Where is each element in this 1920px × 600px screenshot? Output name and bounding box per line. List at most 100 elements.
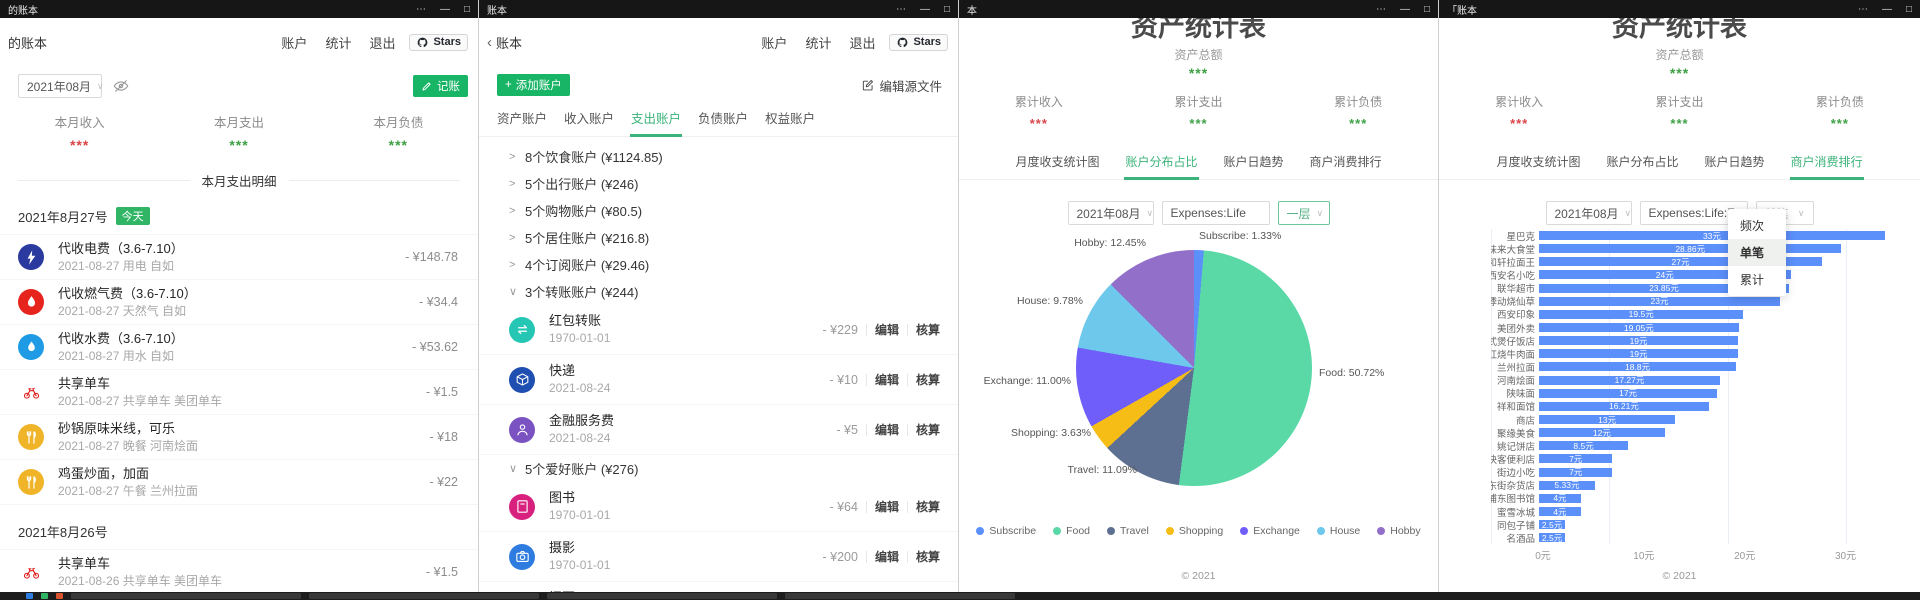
dropdown-menu-item[interactable]: 单笔 — [1728, 239, 1786, 266]
window-menu-icon[interactable]: ⋯ — [1375, 3, 1386, 15]
bar-row: 红烧牛肉面 19元 — [1491, 347, 1910, 361]
window-titlebar: 「账本 ⋯ — □ — [1439, 0, 1920, 18]
transaction-row[interactable]: 共享单车 2021-08-26 共享单车 美团单车 - ¥1.5 — [0, 550, 478, 592]
nav-item[interactable]: 统计 — [325, 35, 352, 51]
nav-item[interactable]: 退出 — [849, 35, 876, 51]
transaction-row[interactable]: 代收电费（3.6-7.10） 2021-08-27 用电 自如 - ¥148.7… — [0, 235, 478, 280]
account-tab[interactable]: 支出账户 — [630, 108, 683, 137]
dropdown-menu-item[interactable]: 频次 — [1740, 219, 1765, 233]
transaction-row[interactable]: 代收水费（3.6-7.10） 2021-08-27 用水 自如 - ¥53.62 — [0, 325, 478, 370]
window-minimize-icon[interactable]: — — [1881, 3, 1892, 15]
edit-source-button[interactable]: 编辑源文件 — [861, 76, 942, 95]
account-group-row[interactable]: > 8个饮食账户 (¥1124.85) — [479, 143, 958, 170]
account-group-row[interactable]: > 4个订阅账户 (¥29.46) — [479, 251, 958, 278]
taskbar-window-button[interactable] — [547, 593, 777, 599]
dropdown-menu-item[interactable]: 累计 — [1740, 273, 1765, 287]
edit-account-link[interactable]: 编辑 — [874, 323, 899, 337]
hide-amounts-toggle[interactable] — [112, 77, 130, 95]
stats-tab[interactable]: 账户分布占比 — [1124, 153, 1199, 180]
legend-item[interactable]: Exchange — [1240, 525, 1300, 537]
account-row: 门票 1970-01-01 编辑 核算 — [479, 582, 958, 592]
back-icon[interactable]: ‹ — [487, 33, 492, 51]
month-select[interactable]: 2021年08月 ∨ — [1067, 201, 1154, 225]
account-group-row[interactable]: > 5个购物账户 (¥80.5) — [479, 197, 958, 224]
stats-tab[interactable]: 商户消费排行 — [1789, 153, 1864, 180]
account-group-row[interactable]: > 5个出行账户 (¥246) — [479, 170, 958, 197]
chevron-down-icon: ∨ — [1316, 207, 1324, 218]
taskbar-window-button[interactable] — [785, 593, 1015, 599]
taskbar-app-icon[interactable] — [41, 593, 48, 599]
edit-account-link[interactable]: 编辑 — [874, 550, 899, 564]
bar-value-label: 16.21元 — [1609, 401, 1639, 412]
transaction-row[interactable]: 共享单车 2021-08-27 共享单车 美团单车 - ¥1.5 — [0, 370, 478, 415]
window-maximize-icon[interactable]: □ — [463, 3, 470, 15]
github-stars-button[interactable]: Stars — [409, 33, 468, 51]
edit-account-link[interactable]: 编辑 — [874, 423, 899, 437]
month-select[interactable]: 2021年08月 ∨ — [1545, 201, 1632, 225]
account-tab[interactable]: 权益账户 — [765, 112, 816, 126]
nav-item[interactable]: 退出 — [369, 35, 396, 51]
stats-tab[interactable]: 账户分布占比 — [1606, 155, 1679, 169]
window-minimize-icon[interactable]: — — [1399, 3, 1410, 15]
transaction-row[interactable]: 鸡蛋炒面，加面 2021-08-27 午餐 兰州拉面 - ¥22 — [0, 460, 478, 505]
bar: 19元 — [1539, 336, 1739, 346]
account-group-row[interactable]: ∨ 3个转账账户 (¥244) — [479, 278, 958, 305]
add-account-button[interactable]: + 添加账户 — [497, 74, 570, 96]
transaction-amount: - ¥18 — [429, 430, 459, 444]
pie-chart[interactable] — [1076, 250, 1312, 486]
account-tab[interactable]: 负债账户 — [698, 112, 749, 126]
stat-value: *** — [229, 137, 249, 153]
legend-item[interactable]: Food — [1053, 525, 1090, 537]
nav-item[interactable]: 统计 — [805, 35, 832, 51]
stats-tab[interactable]: 月度收支统计图 — [1496, 155, 1581, 169]
nav-item[interactable]: 账户 — [761, 35, 788, 51]
taskbar[interactable] — [0, 592, 1920, 600]
window-minimize-icon[interactable]: — — [439, 3, 450, 15]
window-maximize-icon[interactable]: □ — [943, 3, 950, 15]
edit-account-link[interactable]: 编辑 — [874, 373, 899, 387]
nav-item[interactable]: 账户 — [281, 35, 308, 51]
account-tab[interactable]: 收入账户 — [564, 112, 615, 126]
github-stars-button[interactable]: Stars — [889, 33, 948, 51]
legend-item[interactable]: Shopping — [1165, 525, 1223, 537]
audit-account-link[interactable]: 核算 — [915, 323, 940, 337]
stats-tab[interactable]: 账户日趋势 — [1704, 155, 1765, 169]
copyright: © 2021 — [1662, 570, 1697, 582]
audit-account-link[interactable]: 核算 — [915, 550, 940, 564]
taskbar-window-button[interactable] — [71, 593, 301, 599]
audit-account-link[interactable]: 核算 — [915, 423, 940, 437]
stats-tab[interactable]: 商户消费排行 — [1309, 155, 1382, 169]
audit-account-link[interactable]: 核算 — [915, 373, 940, 387]
level-select[interactable]: 一层 ∨ — [1277, 201, 1330, 225]
account-group-row[interactable]: > 5个居住账户 (¥216.8) — [479, 224, 958, 251]
stat-value: *** — [1510, 116, 1529, 131]
pie-slice-label: Food: 50.72% — [1319, 367, 1385, 379]
window-menu-icon[interactable]: ⋯ — [415, 3, 426, 15]
window-maximize-icon[interactable]: □ — [1905, 3, 1912, 15]
account-tab[interactable]: 资产账户 — [497, 112, 548, 126]
account-tabs: 资产账户 收入账户 支出账户 负债账户 权益账户 — [479, 108, 958, 137]
window-menu-icon[interactable]: ⋯ — [1857, 3, 1868, 15]
taskbar-app-icon[interactable] — [56, 593, 63, 599]
window-minimize-icon[interactable]: — — [919, 3, 930, 15]
transaction-row[interactable]: 砂锅原味米线，可乐 2021-08-27 晚餐 河南烩面 - ¥18 — [0, 415, 478, 460]
window-menu-icon[interactable]: ⋯ — [895, 3, 906, 15]
account-filter-input[interactable] — [1161, 201, 1270, 225]
window-maximize-icon[interactable]: □ — [1423, 3, 1430, 15]
legend-item[interactable]: Hobby — [1377, 525, 1421, 537]
record-button[interactable]: 记账 — [413, 75, 468, 97]
stats-tab[interactable]: 账户日趋势 — [1223, 155, 1284, 169]
transaction-row[interactable]: 代收燃气费（3.6-7.10） 2021-08-27 天然气 自如 - ¥34.… — [0, 280, 478, 325]
bar-row: 联华超市 23.85元 — [1491, 282, 1910, 295]
legend-item[interactable]: House — [1316, 525, 1360, 537]
month-select[interactable]: 2021年08月 ∨ — [18, 74, 104, 98]
audit-account-link[interactable]: 核算 — [915, 500, 940, 514]
account-group-row[interactable]: ∨ 5个爱好账户 (¥276) — [479, 455, 958, 482]
edit-account-link[interactable]: 编辑 — [874, 500, 899, 514]
taskbar-window-button[interactable] — [309, 593, 539, 599]
legend-item[interactable]: Travel — [1107, 525, 1149, 537]
stats-tab[interactable]: 月度收支统计图 — [1015, 155, 1100, 169]
taskbar-app-icon[interactable] — [26, 593, 33, 599]
bar-value-label: 19元 — [1629, 348, 1648, 359]
legend-item[interactable]: Subscribe — [976, 525, 1036, 537]
